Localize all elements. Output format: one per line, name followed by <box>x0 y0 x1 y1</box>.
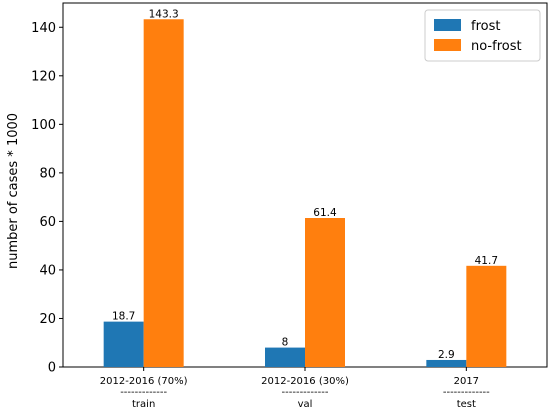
y-tick-label: 60 <box>39 215 56 230</box>
bar-no-frost-1 <box>305 218 345 367</box>
y-axis-title: number of cases * 1000 <box>6 113 21 269</box>
data-label-no-frost-0: 143.3 <box>149 8 179 20</box>
data-label-no-frost-1: 61.4 <box>313 207 337 219</box>
y-tick-label: 120 <box>31 69 56 84</box>
legend: frost no-frost <box>424 9 541 62</box>
x-tick-label-line1: 2012-2016 (30%) <box>261 376 349 387</box>
bar-frost-1 <box>265 347 305 367</box>
bar-no-frost-0 <box>143 19 184 367</box>
plot-area: 18.7 143.3 8 61.4 2.9 41.7 <box>62 2 548 368</box>
x-tick-label-line3: val <box>298 399 313 410</box>
legend-label-no-frost: no-frost <box>471 39 522 54</box>
bar-frost-2 <box>426 359 467 367</box>
y-tick-label: 40 <box>39 263 56 278</box>
bar-no-frost-2 <box>466 265 507 367</box>
x-tick-label-line1: 2017 <box>454 376 479 387</box>
bar-frost-0 <box>103 321 144 367</box>
y-tick-label: 100 <box>31 118 56 133</box>
x-tick-label-line3: test <box>457 399 476 410</box>
legend-swatch-frost <box>434 19 461 31</box>
y-axis: 0 20 40 60 80 100 120 140 <box>31 21 63 376</box>
x-axis: 2012-2016 (70%)-------------train2012-20… <box>100 367 490 410</box>
y-tick-label: 0 <box>48 361 56 376</box>
x-tick-label-line2: ------------- <box>282 387 329 398</box>
y-tick-label: 20 <box>39 312 56 327</box>
x-tick-label-line1: 2012-2016 (70%) <box>100 376 188 387</box>
legend-swatch-no-frost <box>434 39 461 51</box>
x-tick-label-line3: train <box>132 399 155 410</box>
legend-label-frost: frost <box>471 19 500 34</box>
data-label-frost-2: 2.9 <box>438 349 455 361</box>
y-tick-label: 80 <box>39 166 56 181</box>
data-label-frost-0: 18.7 <box>112 311 135 323</box>
x-tick-label-line2: ------------- <box>120 387 167 398</box>
data-label-no-frost-2: 41.7 <box>475 255 498 267</box>
data-label-frost-1: 8 <box>282 337 289 349</box>
x-tick-label-line2: ------------- <box>443 387 490 398</box>
y-tick-label: 140 <box>31 21 56 36</box>
